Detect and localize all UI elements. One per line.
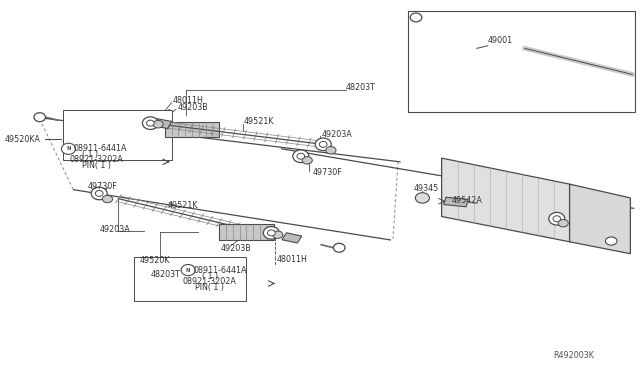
Text: 48203T: 48203T — [150, 270, 180, 279]
Ellipse shape — [553, 216, 561, 222]
Ellipse shape — [142, 117, 158, 129]
Text: N: N — [66, 146, 71, 151]
Ellipse shape — [415, 193, 429, 203]
Text: 49521K: 49521K — [168, 201, 198, 210]
Ellipse shape — [92, 187, 108, 200]
Polygon shape — [152, 118, 172, 129]
Text: 49520KA: 49520KA — [5, 135, 41, 144]
Polygon shape — [444, 197, 468, 207]
Text: PIN( 1 ): PIN( 1 ) — [195, 283, 224, 292]
Bar — [408, 11, 635, 112]
Ellipse shape — [605, 237, 617, 245]
Bar — [165, 122, 219, 137]
Ellipse shape — [558, 219, 568, 227]
Text: R492003K: R492003K — [554, 351, 595, 360]
Ellipse shape — [95, 190, 103, 196]
Text: 49542A: 49542A — [452, 196, 483, 205]
Text: 49520K: 49520K — [140, 256, 170, 265]
Text: 49730F: 49730F — [88, 182, 117, 191]
Ellipse shape — [153, 121, 163, 128]
Text: 49001: 49001 — [488, 36, 513, 45]
Ellipse shape — [34, 113, 45, 122]
Polygon shape — [282, 233, 302, 243]
Text: 48011H: 48011H — [173, 96, 204, 105]
Text: 08921-3202A: 08921-3202A — [182, 277, 236, 286]
Text: 49203B: 49203B — [221, 244, 252, 253]
Polygon shape — [442, 158, 570, 242]
Text: PIN( 1 ): PIN( 1 ) — [82, 161, 111, 170]
Text: ( 1 ): ( 1 ) — [82, 150, 98, 159]
Ellipse shape — [273, 231, 283, 238]
Bar — [134, 257, 246, 301]
Text: 49203A: 49203A — [99, 225, 130, 234]
Ellipse shape — [61, 143, 76, 154]
Polygon shape — [570, 184, 630, 254]
Ellipse shape — [302, 157, 312, 164]
Ellipse shape — [264, 227, 280, 239]
Text: 49345: 49345 — [413, 184, 438, 193]
Text: N: N — [186, 267, 191, 273]
Text: 48011H: 48011H — [276, 255, 307, 264]
Ellipse shape — [410, 13, 422, 22]
Ellipse shape — [268, 230, 275, 236]
Text: 08921-3202A: 08921-3202A — [69, 155, 123, 164]
Text: 49203A: 49203A — [321, 130, 352, 139]
Ellipse shape — [326, 147, 336, 154]
Ellipse shape — [333, 243, 345, 252]
Text: 49730F: 49730F — [312, 168, 342, 177]
Ellipse shape — [315, 138, 332, 151]
Text: 48203T: 48203T — [346, 83, 376, 92]
Text: 08911-6441A: 08911-6441A — [74, 144, 127, 153]
Ellipse shape — [292, 150, 308, 163]
Text: ( 1 ): ( 1 ) — [202, 272, 218, 280]
Ellipse shape — [102, 195, 113, 203]
Ellipse shape — [297, 153, 305, 159]
Bar — [63, 110, 172, 160]
Ellipse shape — [181, 264, 195, 276]
Text: 49203B: 49203B — [177, 103, 208, 112]
Text: 08911-6441A: 08911-6441A — [193, 266, 247, 275]
Text: 49521K: 49521K — [243, 117, 274, 126]
Ellipse shape — [319, 141, 327, 147]
Ellipse shape — [548, 212, 564, 225]
Bar — [219, 224, 274, 240]
Ellipse shape — [147, 120, 154, 126]
